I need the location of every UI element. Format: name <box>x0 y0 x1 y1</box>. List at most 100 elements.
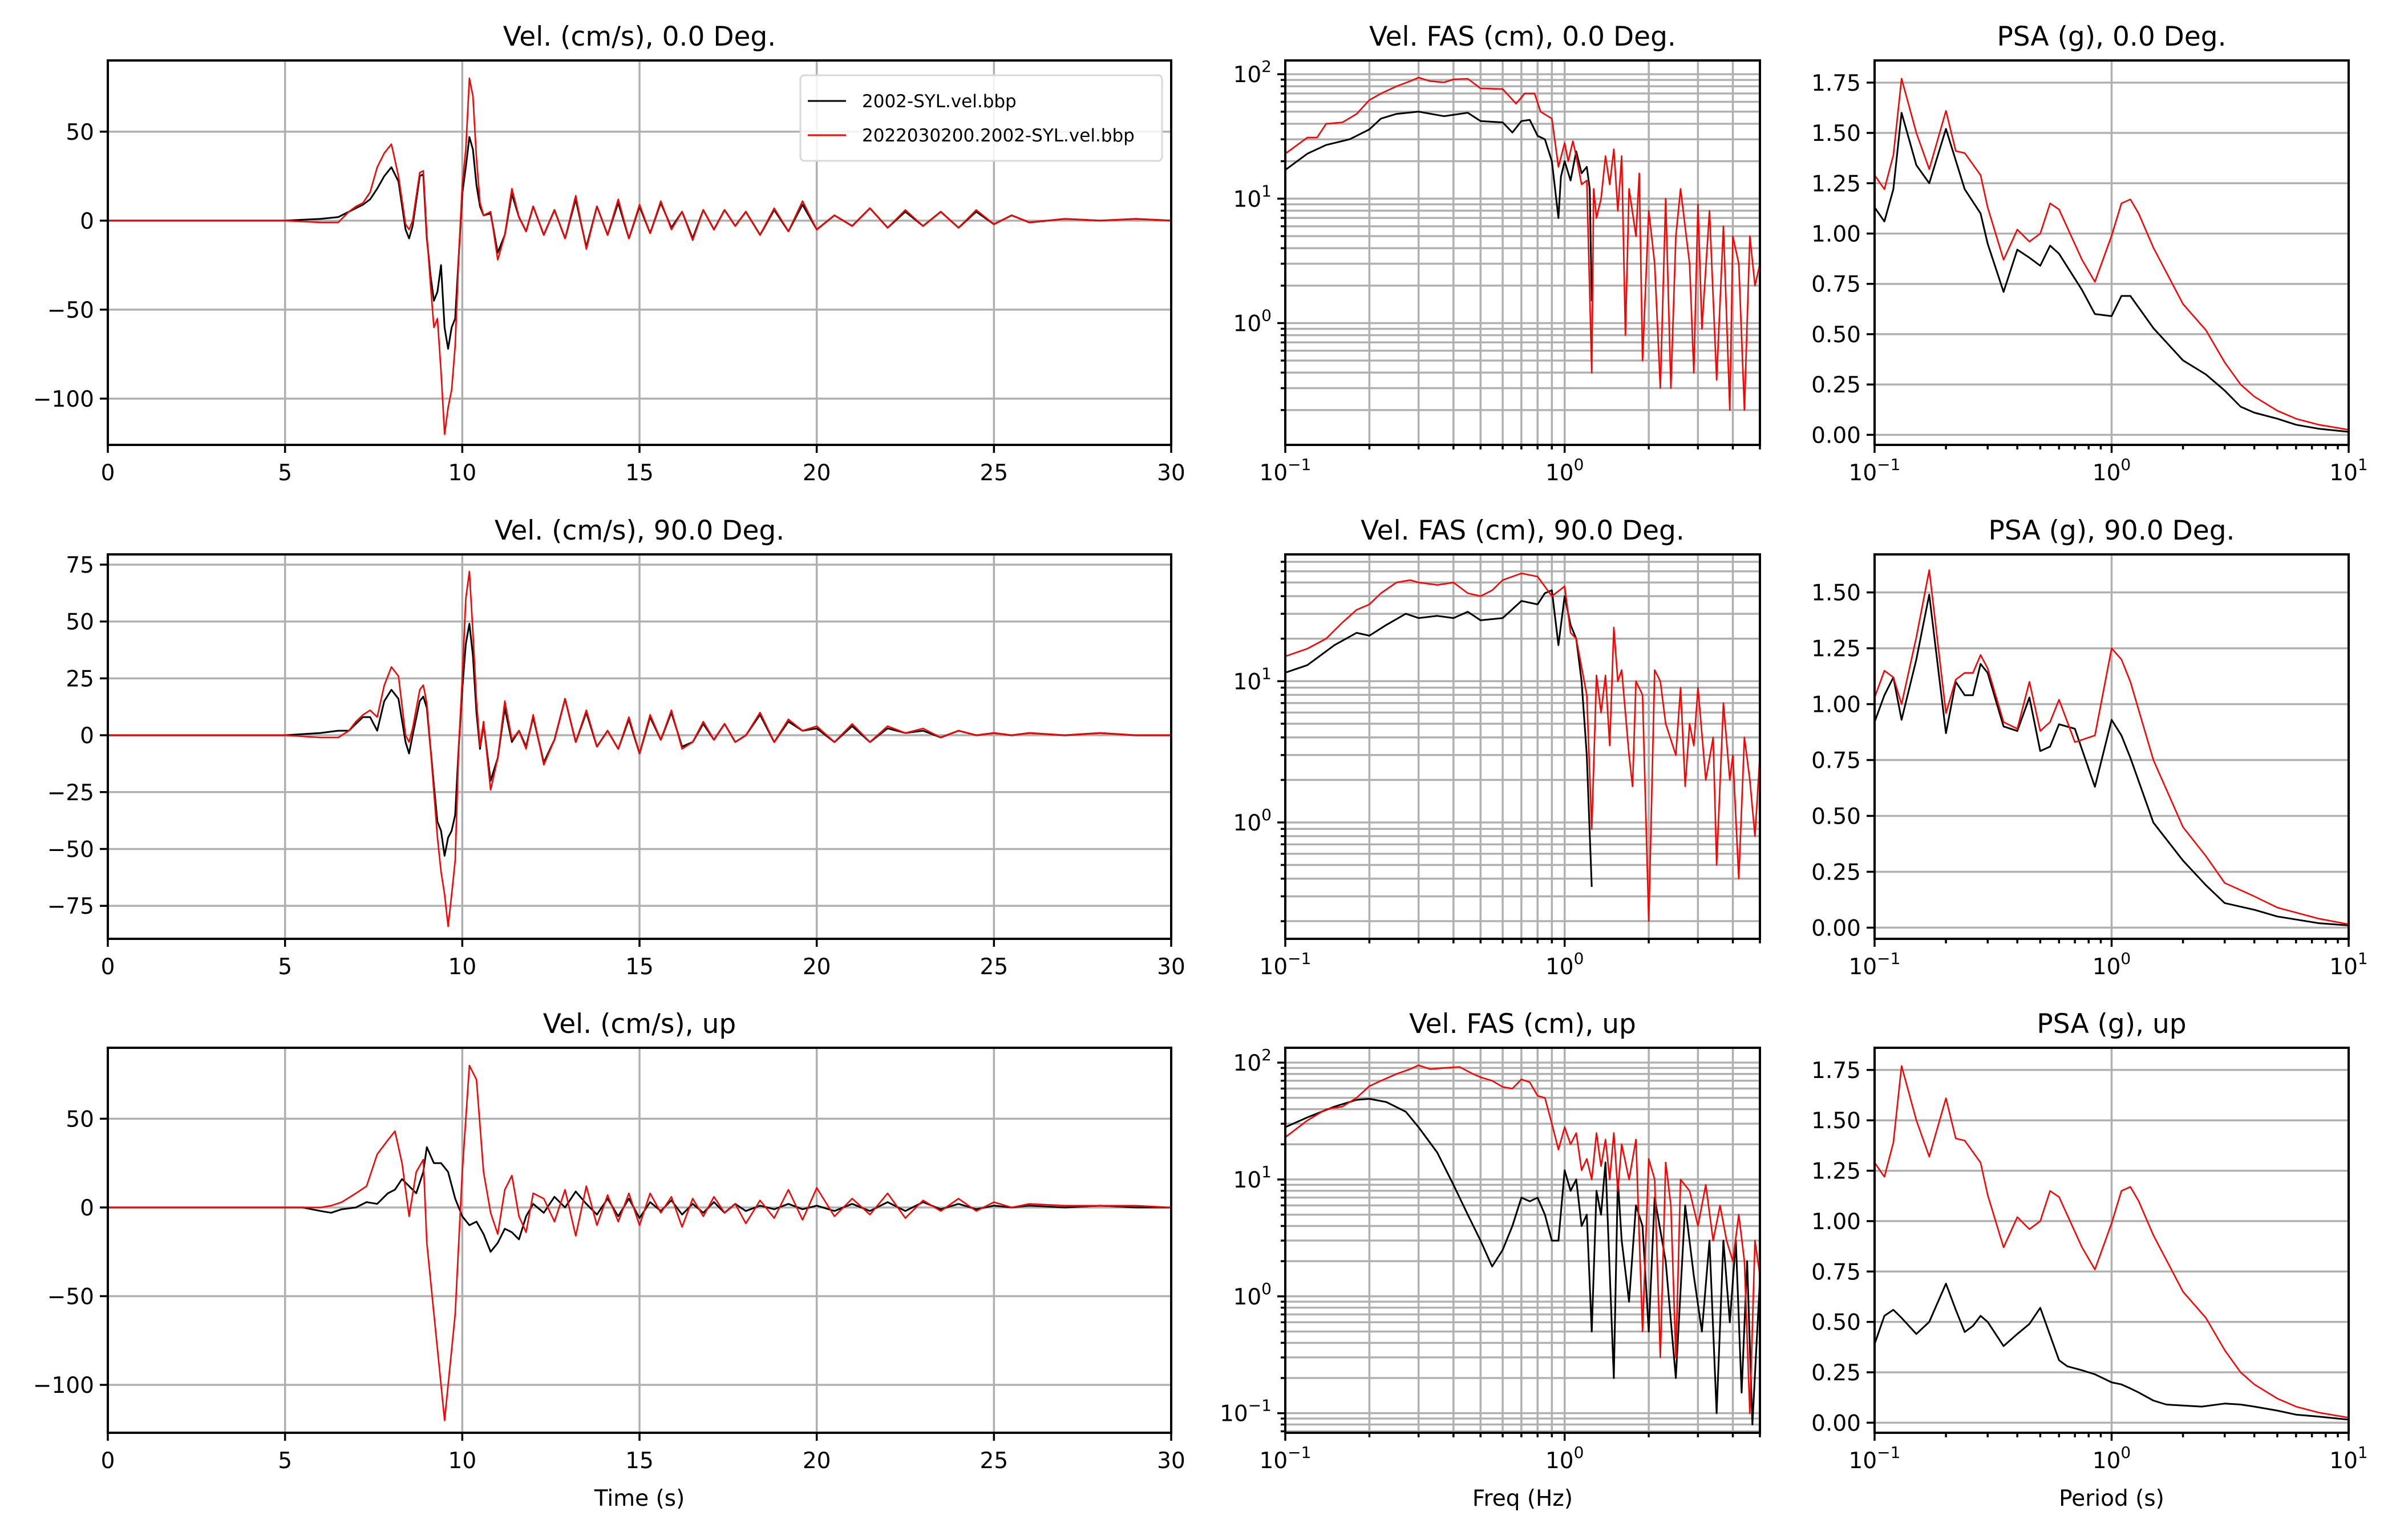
series-group <box>108 1064 1171 1421</box>
y-tick-label: 100 <box>1233 805 1272 836</box>
series-line-observed <box>1285 589 1593 887</box>
panel-fas_0: 10−1 100 100 101 102 Vel. FAS (cm), 0.0 Deg. <box>1233 21 1761 486</box>
y-tick-label: 100 <box>1233 306 1272 337</box>
panel-vel_90: 0 5 10 15 20 25 30 −75 −50 −25 0 25 50 75 Vel. (cm/s),… <box>47 515 1185 980</box>
series-line-simulated <box>1285 572 1760 922</box>
legend-label-observed: 2002-SYL.vel.bbp <box>862 91 1017 112</box>
x-axis-label: Time (s) <box>594 1486 685 1511</box>
series-line-simulated <box>108 1064 1171 1421</box>
panel-title: Vel. FAS (cm), 90.0 Deg. <box>1361 515 1685 546</box>
x-tick-label: 5 <box>278 460 292 486</box>
y-tick-label: 1.75 <box>1811 71 1861 96</box>
tick-marks <box>100 131 1172 453</box>
x-tick-label: 15 <box>625 954 654 980</box>
y-tick-label: 0 <box>80 1195 94 1221</box>
panel-fas_up: 10−1 100 10−1 100 101 102 Vel. FAS (cm), up Fre… <box>1220 1008 1761 1511</box>
series-line-observed <box>1285 111 1593 302</box>
y-tick-label: 100 <box>1233 1279 1272 1310</box>
y-tick-label: −100 <box>33 387 94 412</box>
y-tick-label: 0.75 <box>1811 272 1861 298</box>
legend: 2002-SYL.vel.bbp 2022030200.2002-SYL.vel… <box>799 74 1163 162</box>
y-tick-label: 50 <box>66 120 94 145</box>
y-tick-label: 0.25 <box>1811 372 1861 398</box>
y-tick-label: 0.50 <box>1811 804 1861 829</box>
y-tick-label: 1.00 <box>1811 1209 1861 1235</box>
x-tick-label: 30 <box>1157 954 1185 980</box>
x-tick-label: 25 <box>980 1448 1009 1474</box>
x-tick-label: 30 <box>1157 460 1185 486</box>
panel-vel_up: 0 5 10 15 20 25 30 −100 −50 0 50 Vel. (cm/s), up Tim… <box>33 1008 1185 1511</box>
x-tick-label: 15 <box>625 1448 654 1474</box>
panel-title: Vel. (cm/s), 0.0 Deg. <box>503 21 776 52</box>
y-tick-label: 0.75 <box>1811 748 1861 774</box>
y-tick-label: 0.75 <box>1811 1259 1861 1285</box>
x-tick-label: 0 <box>101 954 115 980</box>
y-tick-label: 101 <box>1233 181 1272 212</box>
tick-marks <box>1867 591 2350 947</box>
x-tick-label: 10−1 <box>1849 1443 1901 1474</box>
tick-marks <box>100 1117 1172 1441</box>
x-tick-label: 10 <box>448 954 477 980</box>
y-tick-label: −100 <box>33 1373 94 1399</box>
y-tick-label: 1.50 <box>1811 581 1861 606</box>
legend-box <box>799 74 1163 162</box>
x-tick-label: 10−1 <box>1260 949 1312 980</box>
series-line-observed <box>1285 1098 1760 1425</box>
panel-title: Vel. (cm/s), 90.0 Deg. <box>495 515 784 546</box>
tick-marks <box>1277 1061 1761 1441</box>
y-tick-label: 1.25 <box>1811 1159 1861 1185</box>
x-tick-label: 101 <box>2329 949 2367 980</box>
y-tick-label: 1.50 <box>1811 121 1861 147</box>
x-tick-label: 25 <box>980 460 1009 486</box>
y-tick-label: −50 <box>47 1284 94 1310</box>
y-tick-label: 1.75 <box>1811 1058 1861 1084</box>
x-tick-label: 100 <box>2093 455 2131 486</box>
y-tick-label: 0.25 <box>1811 1360 1861 1386</box>
y-tick-label: 102 <box>1233 1045 1272 1076</box>
axes-frame <box>1284 553 1761 940</box>
panel-psa_0: 10−1 100 101 0.00 0.25 0.50 0.75 1.00 1.25 1.50 1.… <box>1811 21 2368 486</box>
series-group <box>1875 1065 2349 1421</box>
x-tick-label: 20 <box>803 954 831 980</box>
series-group <box>1285 1064 1760 1425</box>
series-group <box>1875 78 2349 433</box>
y-tick-label: −50 <box>47 837 94 862</box>
panel-title: PSA (g), up <box>2037 1008 2186 1040</box>
y-tick-label: 101 <box>1233 1162 1272 1193</box>
x-tick-label: 0 <box>101 460 115 486</box>
x-tick-label: 10−1 <box>1849 455 1901 486</box>
series-line-observed <box>1875 594 2349 926</box>
x-tick-label: 101 <box>2329 455 2367 486</box>
y-tick-label: −75 <box>47 894 94 919</box>
y-tick-label: 101 <box>1233 664 1272 695</box>
x-tick-label: 10−1 <box>1260 455 1312 486</box>
x-tick-label: 20 <box>803 460 831 486</box>
panel-fas_90: 10−1 100 100 101 Vel. FAS (cm), 90.0 Deg. <box>1233 515 1761 980</box>
series-group <box>1285 572 1760 922</box>
x-tick-label: 100 <box>2093 1443 2131 1474</box>
x-tick-label: 100 <box>1545 455 1584 486</box>
x-tick-label: 15 <box>625 460 654 486</box>
x-tick-label: 5 <box>278 1448 292 1474</box>
x-tick-label: 5 <box>278 954 292 980</box>
x-tick-label: 101 <box>2329 1443 2367 1474</box>
x-axis-label: Freq (Hz) <box>1472 1486 1573 1511</box>
panel-psa_up: 10−1 100 101 0.00 0.25 0.50 0.75 1.00 1.25 1.50 1.… <box>1811 1008 2368 1511</box>
y-tick-label: 0.00 <box>1811 423 1861 448</box>
gridlines <box>1284 1048 1761 1433</box>
series-line-simulated <box>108 570 1171 927</box>
x-tick-label: 100 <box>1545 1443 1584 1474</box>
x-tick-label: 10 <box>448 460 477 486</box>
x-tick-label: 30 <box>1157 1448 1185 1474</box>
y-tick-label: 1.00 <box>1811 221 1861 247</box>
legend-label-simulated: 2022030200.2002-SYL.vel.bbp <box>862 125 1135 146</box>
x-axis-label: Period (s) <box>2059 1486 2164 1511</box>
series-line-observed <box>1875 112 2349 433</box>
series-line-simulated <box>1285 1064 1760 1414</box>
series-group <box>1285 76 1760 411</box>
tick-marks <box>1277 561 1761 947</box>
x-tick-label: 10−1 <box>1849 949 1901 980</box>
